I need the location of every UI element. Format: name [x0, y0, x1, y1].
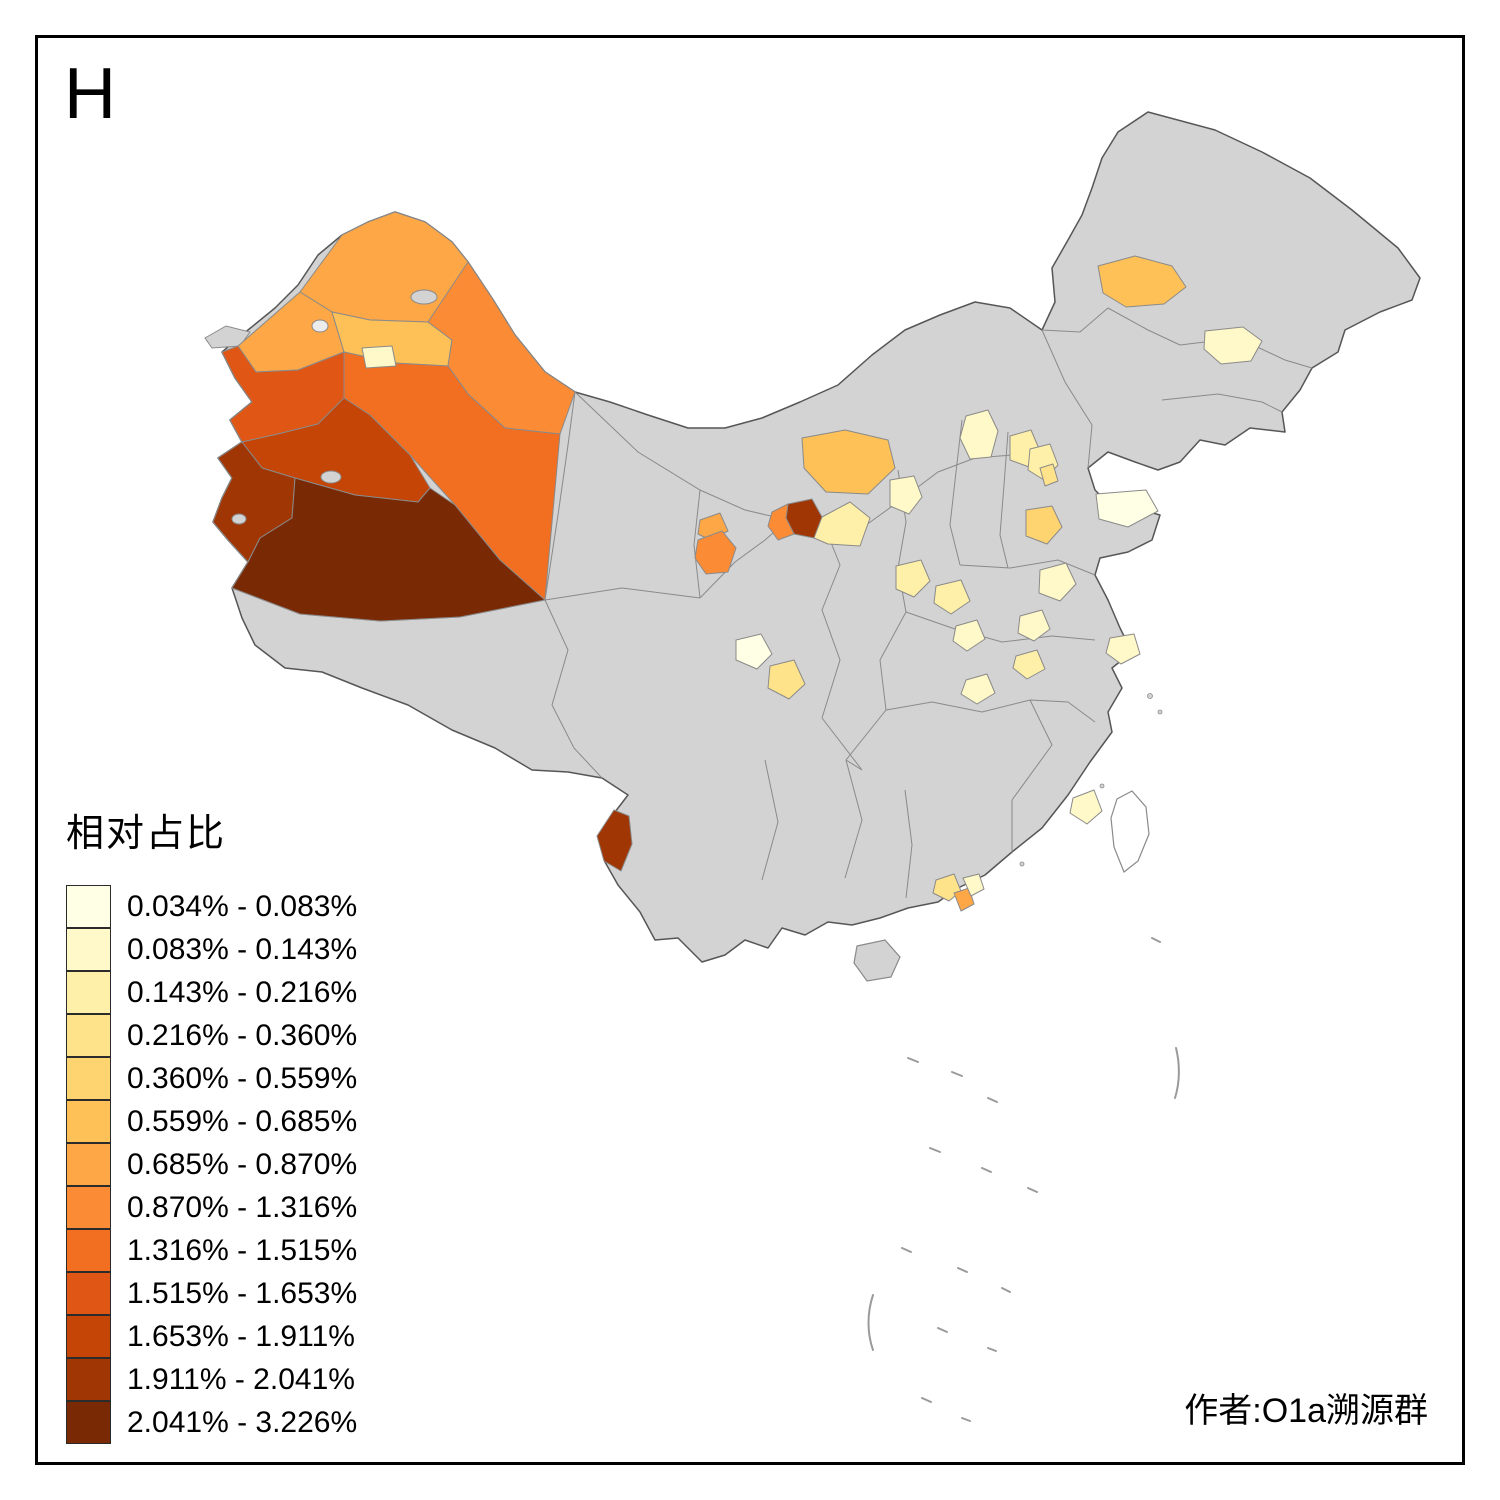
region-guangdong-guangzhou — [953, 887, 975, 912]
region-shandong-jinan — [1025, 505, 1063, 545]
legend-swatch — [66, 885, 111, 928]
legend-swatch — [66, 928, 111, 971]
region-xinjiang-turpan-hami — [427, 261, 576, 435]
region-yunnan-west — [596, 809, 633, 872]
author-credit: 作者:O1a溯源群 — [1184, 1392, 1428, 1430]
legend-swatch — [66, 1100, 111, 1143]
legend-label: 0.083% - 0.143% — [127, 932, 358, 966]
legend-swatch — [66, 1229, 111, 1272]
region-shandong-south — [1038, 562, 1077, 602]
region-fujian-coast — [1069, 789, 1103, 825]
legend-item: 0.559% - 0.685% — [66, 1100, 506, 1143]
legend-item: 0.143% - 0.216% — [66, 971, 506, 1014]
region-shaanxi-xian — [895, 559, 931, 598]
legend-swatch — [66, 1315, 111, 1358]
region-henan-southwest — [933, 579, 971, 615]
lake-spot — [231, 513, 247, 525]
legend-item: 2.041% - 3.226% — [66, 1401, 506, 1444]
legend-item: 0.034% - 0.083% — [66, 885, 506, 928]
coastal-islets — [1019, 693, 1163, 867]
legend-swatch — [66, 971, 111, 1014]
legend-label: 0.360% - 0.559% — [127, 1061, 358, 1095]
legend-item: 0.870% - 1.316% — [66, 1186, 506, 1229]
legend-swatch — [66, 1401, 111, 1444]
legend-label: 1.316% - 1.515% — [127, 1233, 358, 1267]
region-shanghai-area — [1105, 633, 1141, 665]
legend-label: 0.559% - 0.685% — [127, 1104, 358, 1138]
legend-swatch — [66, 1186, 111, 1229]
legend-label: 1.911% - 2.041% — [127, 1362, 355, 1396]
region-shaanxi-yanan — [889, 475, 923, 515]
legend-item: 1.515% - 1.653% — [66, 1272, 506, 1315]
region-xinjiang-hotan — [231, 477, 546, 622]
region-shaanxi-yulin-pale — [813, 501, 871, 547]
lake-spot — [311, 319, 329, 333]
legend-label: 0.034% - 0.083% — [127, 889, 358, 923]
region-tianjin-area — [1039, 463, 1059, 487]
legend-item: 1.653% - 1.911% — [66, 1315, 506, 1358]
legend-item: 0.685% - 0.870% — [66, 1143, 506, 1186]
legend-label: 0.216% - 0.360% — [127, 1018, 358, 1052]
legend-label: 1.653% - 1.911% — [127, 1319, 355, 1353]
page-title: H — [64, 54, 116, 134]
lake-spots — [231, 289, 438, 525]
region-henan-east — [1012, 649, 1046, 680]
region-shaanxi-south — [952, 619, 986, 652]
region-hebei-coast-pale — [1095, 489, 1159, 528]
region-gansu-lanzhou — [694, 530, 737, 575]
lake-spot — [320, 470, 342, 484]
region-xinjiang-shihezi — [361, 345, 397, 369]
legend-items: 0.034% - 0.083% 0.083% - 0.143% 0.143% - 0… — [66, 885, 506, 1444]
legend-item: 0.360% - 0.559% — [66, 1057, 506, 1100]
legend-item: 1.911% - 2.041% — [66, 1358, 506, 1401]
legend-label: 1.515% - 1.653% — [127, 1276, 358, 1310]
region-jiangsu-north — [1017, 609, 1051, 642]
region-jilin-pale — [1203, 326, 1263, 365]
legend-label: 2.041% - 3.226% — [127, 1405, 358, 1439]
region-sichuan-chengdu — [735, 633, 773, 670]
lake-spot — [410, 289, 438, 305]
legend-swatch — [66, 1143, 111, 1186]
south-china-sea-marks — [867, 937, 1180, 1422]
legend-swatch — [66, 1358, 111, 1401]
region-ningxia-yinchuan — [767, 503, 795, 541]
region-hubei-west — [960, 673, 996, 705]
legend-swatch — [66, 1272, 111, 1315]
legend-item: 0.083% - 0.143% — [66, 928, 506, 971]
legend-label: 0.685% - 0.870% — [127, 1147, 358, 1181]
border-sliver-northwest — [204, 325, 251, 349]
legend-swatch — [66, 1014, 111, 1057]
region-neimenggu-alxa — [801, 429, 896, 495]
legend-item: 0.216% - 0.360% — [66, 1014, 506, 1057]
hainan-island — [853, 939, 901, 982]
region-guangdong-east — [962, 873, 985, 897]
taiwan-island — [1110, 790, 1150, 873]
legend-item: 1.316% - 1.515% — [66, 1229, 506, 1272]
legend-label: 0.870% - 1.316% — [127, 1190, 358, 1224]
region-neimenggu-northeast — [1097, 255, 1187, 308]
legend: 相对占比 0.034% - 0.083% 0.083% - 0.143% 0.143… — [66, 802, 506, 1444]
legend-swatch — [66, 1057, 111, 1100]
region-shanxi-north — [959, 409, 999, 460]
legend-label: 0.143% - 0.216% — [127, 975, 358, 1009]
region-sichuan-east — [767, 659, 806, 700]
legend-title: 相对占比 — [66, 813, 227, 855]
